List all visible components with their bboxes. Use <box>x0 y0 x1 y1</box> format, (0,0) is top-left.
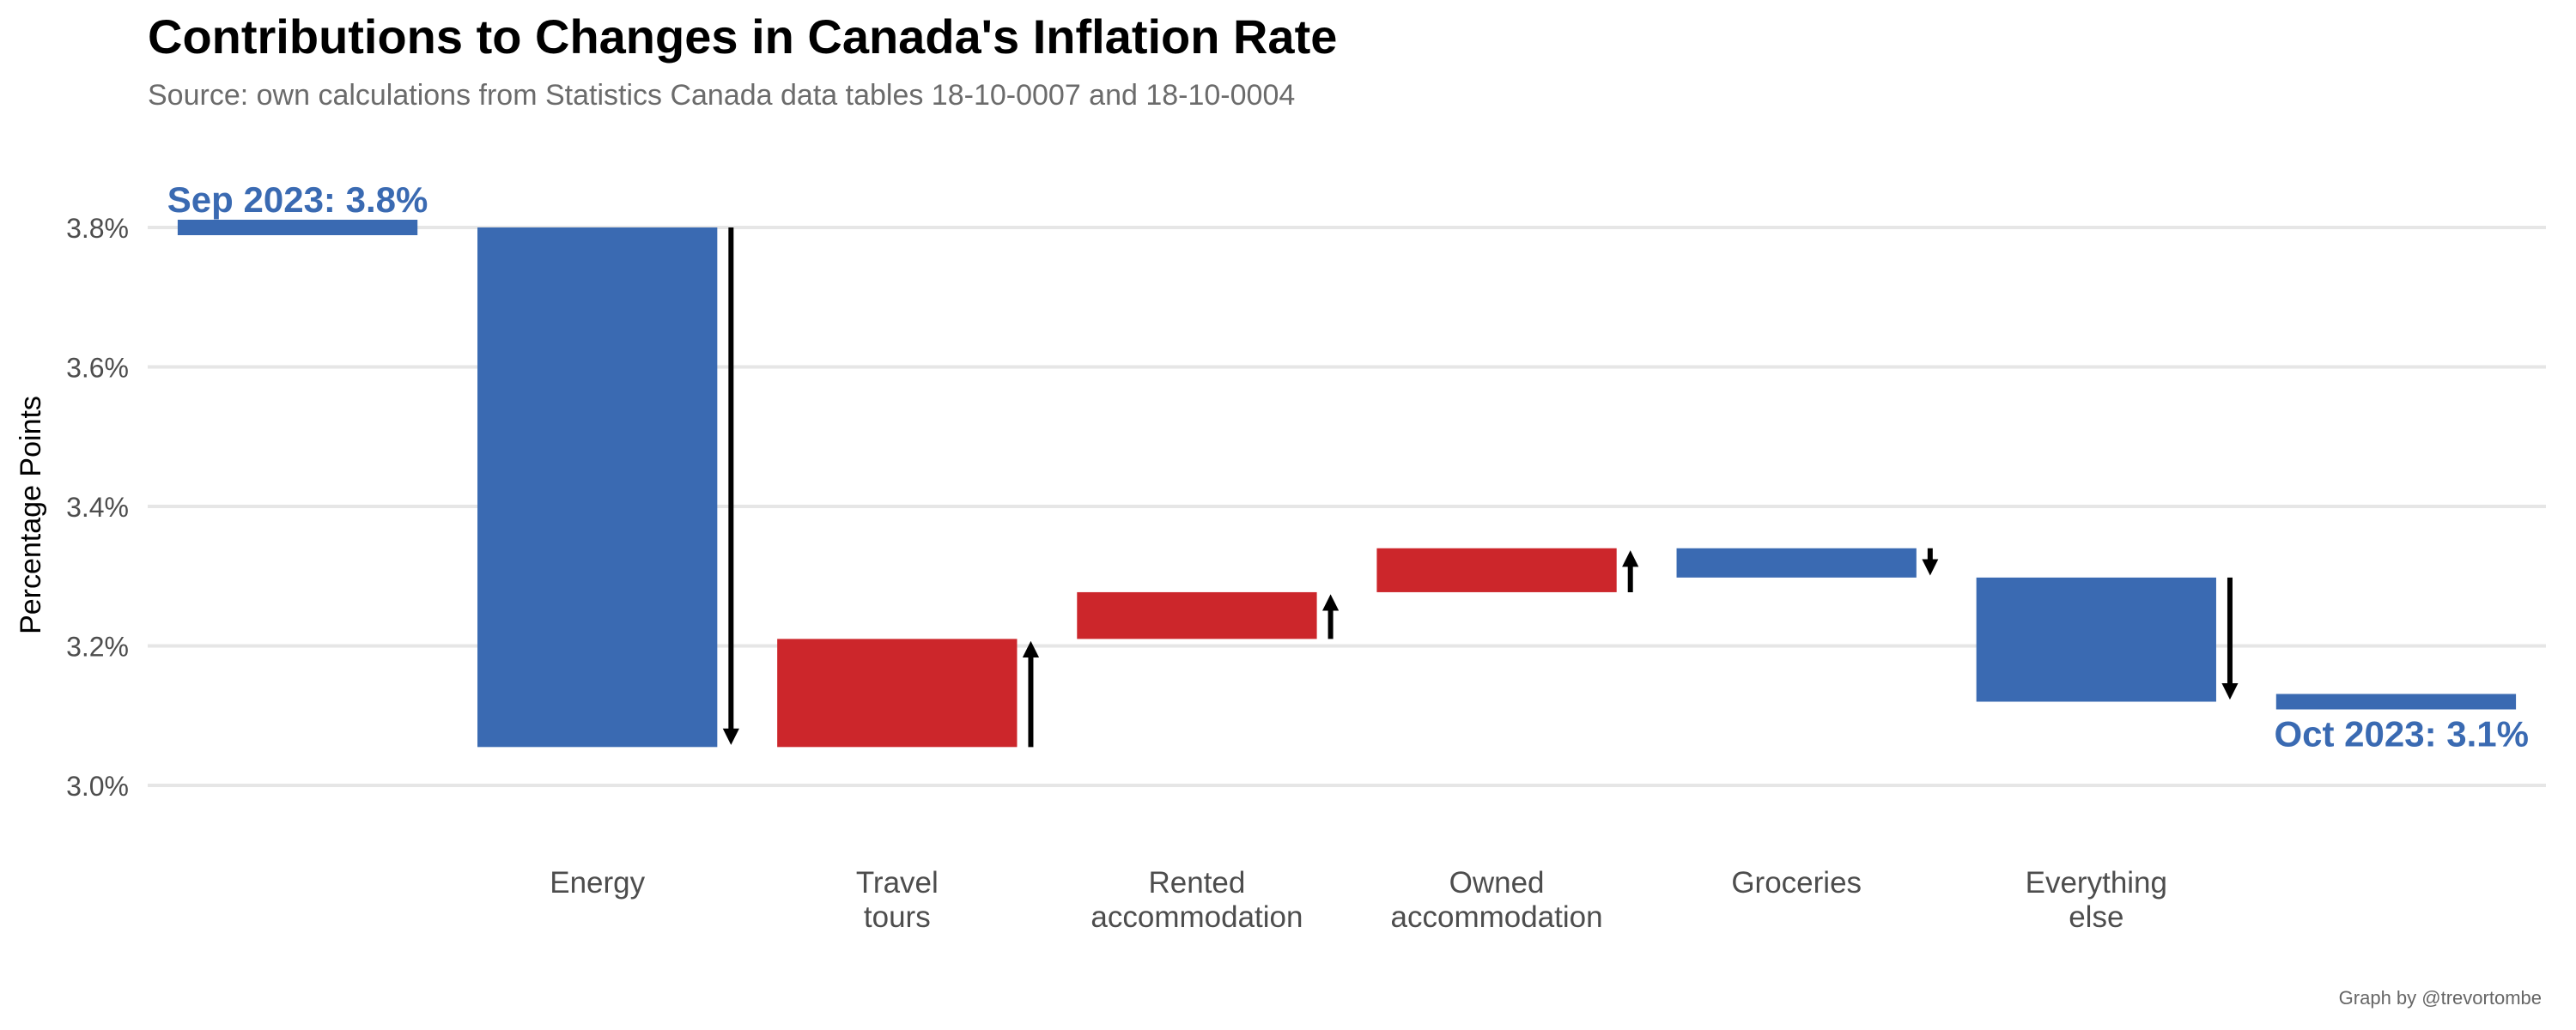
chart-subtitle: Source: own calculations from Statistics… <box>148 79 1296 112</box>
x-tick-label: Groceries <box>1731 866 1862 900</box>
y-tick-label: 3.6% <box>66 353 129 384</box>
x-tick-label-line: accommodation <box>1091 900 1303 934</box>
x-tick-label-line: Owned <box>1449 866 1545 900</box>
x-tick-label: Energy <box>550 866 645 900</box>
x-tick-label-line: Travel <box>856 866 939 900</box>
bars: Sep 2023: 3.8% Oct 2023: 3.1% <box>167 179 2529 754</box>
bar-energy <box>477 227 718 748</box>
chart-title: Contributions to Changes in Canada's Inf… <box>148 9 1338 64</box>
x-tick-label: Owned accommodation <box>1391 866 1603 934</box>
x-tick-label-line: else <box>2069 900 2123 934</box>
x-tick-label-line: Everything <box>2026 866 2167 900</box>
start-bar <box>177 220 418 235</box>
x-tick-label-line: Groceries <box>1731 866 1862 900</box>
x-tick-label: Everything else <box>2026 866 2167 934</box>
x-tick-label-line: tours <box>864 900 931 934</box>
credit-caption: Graph by @trevortombe <box>2338 987 2542 1009</box>
y-tick-label: 3.0% <box>66 771 129 802</box>
x-tick-label-line: Energy <box>550 866 645 900</box>
x-tick-label: Travel tours <box>856 866 939 934</box>
y-tick-label: 3.2% <box>66 632 129 663</box>
y-axis-title: Percentage Points <box>15 396 47 634</box>
y-axis: 3.0% 3.2% 3.4% 3.6% 3.8% <box>66 213 129 802</box>
end-label: Oct 2023: 3.1% <box>2274 714 2529 754</box>
bar-everything-else <box>1976 577 2216 702</box>
y-tick-label: 3.8% <box>66 213 129 244</box>
bar-travel-tours <box>777 639 1018 748</box>
y-tick-label: 3.4% <box>66 492 129 523</box>
end-bar <box>2275 694 2517 710</box>
x-tick-label-line: Rented <box>1149 866 1246 900</box>
bar-owned-accommodation <box>1376 548 1617 592</box>
bar-groceries <box>1676 548 1917 578</box>
x-tick-label: Rented accommodation <box>1091 866 1303 934</box>
start-label: Sep 2023: 3.8% <box>167 179 428 220</box>
change-arrows <box>722 227 2239 748</box>
bar-rented-accommodation <box>1077 591 1317 639</box>
x-tick-label-line: accommodation <box>1391 900 1603 934</box>
